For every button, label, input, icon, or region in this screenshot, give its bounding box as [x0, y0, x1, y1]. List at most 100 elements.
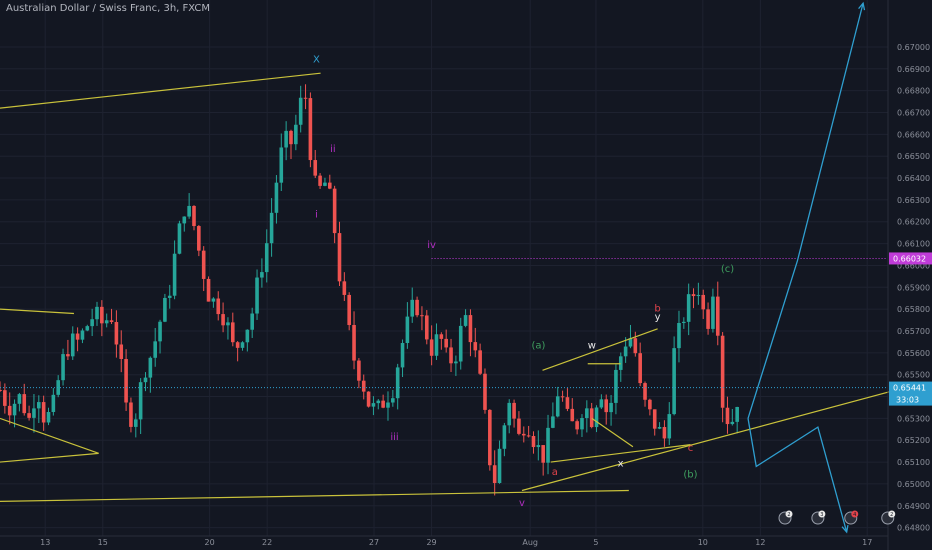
candle-body	[17, 394, 22, 404]
wave-label: a	[552, 467, 558, 478]
candle-body	[361, 380, 366, 392]
candle-body	[420, 315, 424, 317]
time-axis[interactable]: 13 15 20 22 27 29 Aug 5 10 12 17	[0, 535, 888, 547]
event-count-badge[interactable]	[818, 510, 826, 518]
candle-body	[264, 243, 269, 273]
candle-body	[395, 367, 400, 399]
candle-body	[575, 421, 579, 430]
candle-body	[686, 294, 691, 322]
candle-body	[187, 205, 191, 217]
event-count-badge[interactable]	[888, 510, 896, 518]
candle-body	[507, 402, 512, 426]
price-tick-label: 0.64900	[897, 502, 930, 511]
chart-title: Australian Dollar / Swiss Franc, 3h, FXC…	[6, 3, 210, 14]
price-tick-label: 0.67000	[897, 43, 930, 52]
candle-body	[70, 333, 75, 357]
candle-body	[633, 338, 638, 354]
price-tick-label: 0.66200	[897, 218, 930, 227]
candle-body	[691, 294, 696, 297]
candle-body	[177, 223, 182, 254]
current-price-label: 0.65441	[893, 384, 926, 393]
candle-body	[172, 253, 177, 296]
candle-body	[255, 277, 259, 314]
candle-body	[27, 413, 31, 418]
time-tick-label: Aug	[522, 538, 538, 547]
price-tick-label: 0.66600	[897, 130, 930, 139]
candle-body	[32, 408, 36, 418]
candle-body	[274, 182, 279, 213]
wave-label: c	[688, 443, 694, 454]
candle-body	[589, 408, 594, 428]
candle-body	[618, 356, 623, 370]
wave-label: (c)	[721, 264, 734, 275]
price-tick-label: 0.65600	[897, 349, 930, 358]
event-count-label: 2	[787, 512, 790, 518]
candle-body	[327, 182, 332, 189]
candle-body	[80, 330, 85, 340]
candle-body	[158, 321, 162, 342]
candle-body	[560, 396, 565, 398]
candle-body	[400, 343, 405, 368]
candle-body	[517, 418, 521, 434]
candle-body	[604, 399, 609, 413]
candle-body	[182, 216, 187, 224]
price-tick-label: 0.66500	[897, 152, 930, 161]
price-tick-label: 0.64800	[897, 524, 930, 533]
candle-body	[148, 357, 153, 378]
candle-body	[429, 339, 434, 356]
candle-body	[153, 341, 157, 358]
candle-body	[366, 391, 371, 407]
candle-body	[711, 296, 715, 329]
candle-body	[715, 296, 720, 336]
candle-body	[138, 382, 143, 420]
candle-body	[657, 427, 662, 429]
time-tick-label: 27	[369, 538, 379, 547]
candle-body	[3, 390, 7, 406]
candle-body	[109, 320, 114, 323]
candle-body	[696, 294, 701, 297]
candle-body	[357, 360, 361, 381]
wave-label: i	[315, 209, 318, 220]
candle-body	[488, 409, 492, 466]
candle-body	[502, 425, 507, 449]
candle-body	[672, 348, 676, 415]
candle-body	[391, 398, 395, 403]
candle-body	[206, 278, 211, 302]
candle-body	[439, 334, 444, 339]
price-tick-label: 0.66100	[897, 240, 930, 249]
candle-body	[216, 298, 221, 315]
candle-body	[512, 402, 516, 419]
event-count-badge[interactable]	[851, 510, 859, 518]
projection-up-arrow	[747, 3, 864, 419]
candle-body	[0, 389, 2, 391]
candle-body	[75, 333, 80, 340]
candle-body	[56, 380, 60, 395]
time-tick-label: 20	[205, 538, 215, 547]
candle-body	[376, 400, 381, 404]
price-tick-label: 0.66900	[897, 65, 930, 74]
event-markers[interactable]: 2 3 4 2	[778, 510, 896, 525]
trendline	[0, 72, 321, 109]
candle-body	[497, 448, 502, 483]
candle-body	[536, 445, 541, 448]
event-count-badge[interactable]	[785, 510, 793, 518]
price-axis[interactable]: 0.67000 0.66900 0.66800 0.66700 0.66600 0.665…	[887, 0, 932, 550]
wave-label: v	[519, 498, 525, 509]
wave-label: w	[588, 340, 596, 351]
wave-label: y	[655, 312, 661, 323]
candle-body	[90, 319, 94, 327]
candle-body	[104, 320, 109, 324]
trendline	[0, 308, 75, 315]
trendline	[0, 489, 629, 503]
candle-body	[240, 342, 245, 348]
candlestick-series	[0, 84, 739, 496]
candle-body	[706, 309, 710, 329]
candle-body	[648, 399, 652, 410]
candle-body	[133, 419, 138, 427]
event-count-label: 4	[853, 512, 856, 518]
candle-body	[332, 188, 337, 234]
price-tick-label: 0.65500	[897, 371, 930, 380]
